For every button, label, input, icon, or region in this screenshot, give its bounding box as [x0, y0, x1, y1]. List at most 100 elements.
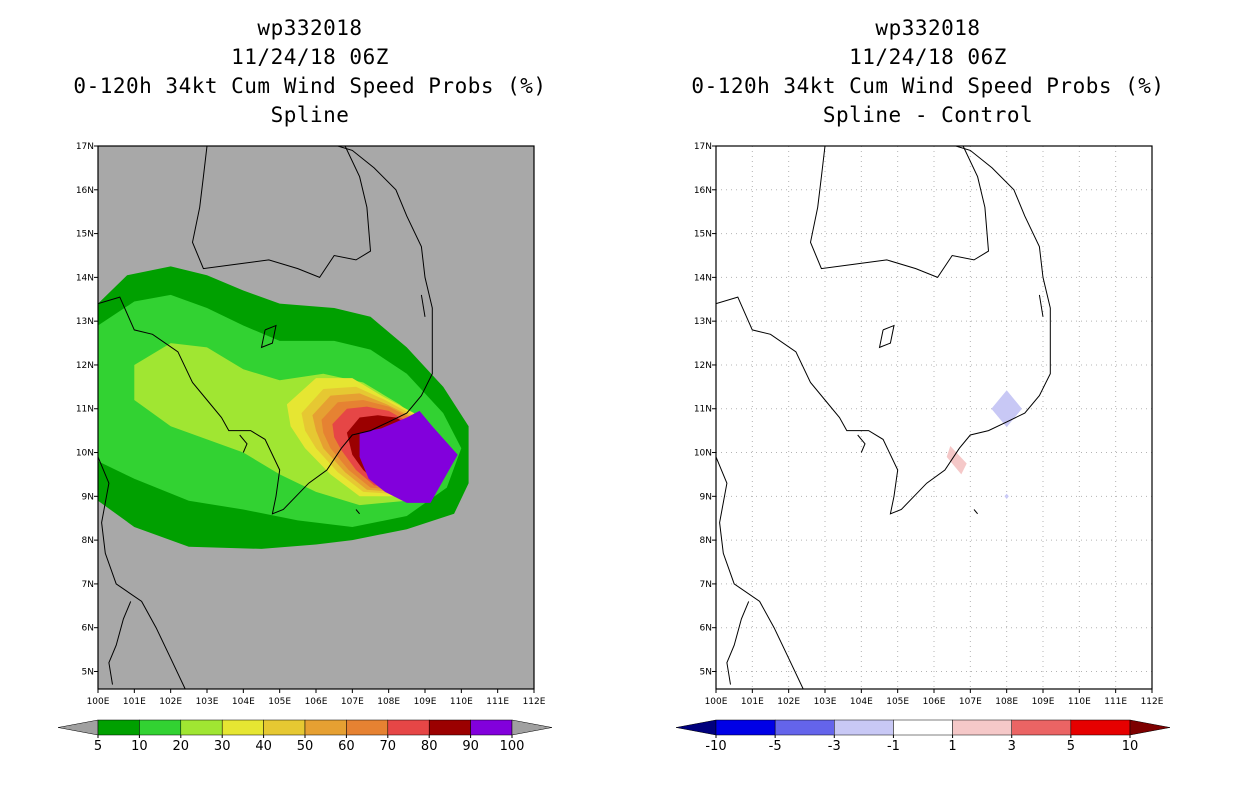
colorbar-label: 5	[94, 739, 102, 754]
coastline-7	[973, 509, 978, 515]
y-tick-label: 8N	[82, 536, 94, 546]
colorbar-bin	[893, 719, 953, 736]
y-tick-label: 9N	[82, 492, 94, 502]
colorbar-label: 70	[380, 739, 397, 754]
y-tick-label: 10N	[76, 449, 94, 459]
colorbar-label: 100	[500, 739, 525, 754]
difference-positive-patch	[946, 446, 967, 475]
colorbar-label: 1	[948, 739, 956, 754]
colorbar-bin	[180, 719, 223, 736]
right-storm-id: wp332018	[875, 16, 981, 40]
colorbar-bin	[346, 719, 389, 736]
x-tick-label: 101E	[123, 697, 146, 707]
x-tick-label: 112E	[523, 697, 546, 707]
left-subtitle: Spline	[270, 103, 350, 127]
y-tick-label: 12N	[694, 361, 712, 371]
colorbar-label: -10	[705, 739, 726, 754]
y-tick-label: 5N	[700, 667, 712, 677]
x-tick-label: 104E	[232, 697, 255, 707]
colorbar-label: 60	[338, 739, 355, 754]
x-tick-label: 103E	[196, 697, 219, 707]
colorbar-label: 5	[1067, 739, 1075, 754]
map-background	[716, 146, 1152, 689]
colorbar-label: 40	[255, 739, 272, 754]
x-tick-label: 108E	[995, 697, 1018, 707]
right-difference-map: 100E 101E 102E 103E 104E 105E 106E 107E 108E 109E…	[675, 142, 1171, 754]
colorbar-left-triangle	[57, 719, 99, 736]
colorbar-bin	[97, 719, 140, 736]
coastline-6	[1038, 294, 1044, 317]
colorbar-bin	[774, 719, 835, 736]
y-tick-label: 12N	[76, 361, 94, 371]
colorbar-label: -3	[828, 739, 841, 754]
y-tick-label: 14N	[694, 273, 712, 283]
y-tick-label: 6N	[82, 624, 94, 634]
y-tick-label: 5N	[82, 667, 94, 677]
colorbar-bin	[1070, 719, 1131, 736]
colorbar-bin	[952, 719, 1012, 736]
coastline-1	[98, 146, 433, 515]
y-tick-label: 17N	[76, 142, 94, 152]
left-datetime: 11/24/18 06Z	[231, 45, 389, 69]
colorbar-label: 20	[173, 739, 190, 754]
colorbar-bin	[470, 719, 513, 736]
coastline-5	[108, 601, 132, 685]
colorbar-bin	[1011, 719, 1072, 736]
colorbar-bin	[715, 719, 776, 736]
y-tick-label: 7N	[700, 580, 712, 590]
coastline-1	[716, 146, 1051, 515]
y-tick-label: 9N	[700, 492, 712, 502]
coastline-4	[857, 434, 866, 453]
x-tick-label: 103E	[814, 697, 837, 707]
y-tick-label: 16N	[76, 186, 94, 196]
x-tick-label: 105E	[268, 697, 291, 707]
x-tick-label: 104E	[850, 697, 873, 707]
left-probability-map: 100E 101E 102E 103E 104E 105E 106E 107E 108E 109E…	[57, 142, 553, 754]
colorbar-label: 80	[421, 739, 438, 754]
y-tick-label: 8N	[700, 536, 712, 546]
y-tick-label: 6N	[700, 624, 712, 634]
x-tick-label: 100E	[87, 697, 110, 707]
x-tick-label: 107E	[959, 697, 982, 707]
y-tick-label: 13N	[694, 317, 712, 327]
x-tick-label: 100E	[705, 697, 728, 707]
colorbar-label: 90	[462, 739, 479, 754]
x-tick-label: 110E	[1068, 697, 1091, 707]
coastline-0	[716, 456, 804, 689]
coastline-7	[355, 509, 360, 515]
y-tick-label: 14N	[76, 273, 94, 283]
y-tick-label: 11N	[694, 405, 712, 415]
left-storm-id: wp332018	[257, 16, 363, 40]
colorbar-bin	[834, 719, 894, 736]
x-tick-label: 108E	[377, 697, 400, 707]
coastline-3	[260, 324, 277, 349]
colorbar-bin	[304, 719, 347, 736]
y-tick-label: 15N	[694, 230, 712, 240]
colorbar-bin	[221, 719, 264, 736]
coastline-6	[420, 294, 426, 317]
y-tick-label: 13N	[76, 317, 94, 327]
colorbar-left-triangle	[675, 719, 717, 736]
colorbar-bin	[263, 719, 306, 736]
x-tick-label: 109E	[1032, 697, 1055, 707]
right-title-line: 0-120h 34kt Cum Wind Speed Probs (%)	[691, 74, 1165, 98]
colorbar-label: -5	[769, 739, 782, 754]
coastline-3	[878, 324, 895, 349]
coastline-2	[809, 146, 990, 279]
y-tick-label: 7N	[82, 580, 94, 590]
y-tick-label: 10N	[694, 449, 712, 459]
right-chart-title: wp332018 11/24/18 06Z 0-120h 34kt Cum Wi…	[648, 14, 1208, 130]
x-tick-label: 107E	[341, 697, 364, 707]
x-tick-label: 102E	[777, 697, 800, 707]
colorbar-label: -1	[887, 739, 900, 754]
coastline-4	[239, 434, 248, 453]
x-tick-label: 111E	[486, 697, 509, 707]
x-tick-label: 106E	[923, 697, 946, 707]
right-datetime: 11/24/18 06Z	[849, 45, 1007, 69]
x-tick-label: 101E	[741, 697, 764, 707]
difference-fill	[716, 146, 1152, 689]
y-tick-label: 17N	[694, 142, 712, 152]
colorbar-label: 30	[214, 739, 231, 754]
x-tick-label: 110E	[450, 697, 473, 707]
x-tick-label: 112E	[1141, 697, 1164, 707]
